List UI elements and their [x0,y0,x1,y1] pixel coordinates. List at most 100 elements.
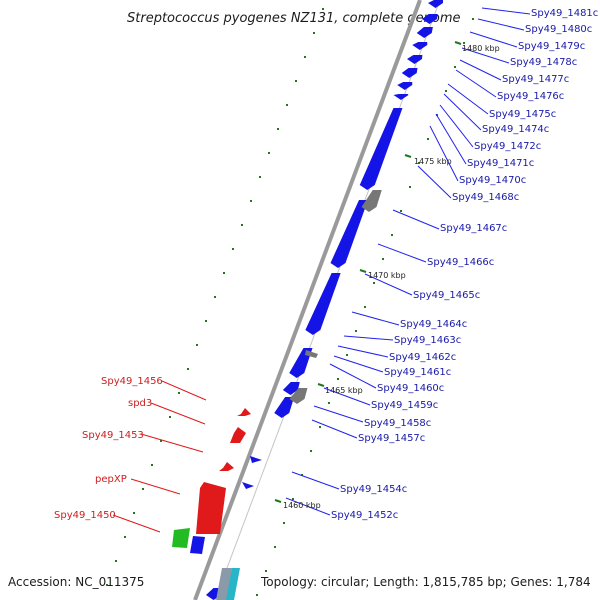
reverse-gene-block [397,82,413,90]
major-tick [359,269,367,273]
tick-dot [400,210,402,212]
tick-dot [328,402,330,404]
forward-gene-block [230,427,246,443]
label-connector [140,433,204,453]
gene-label[interactable]: Spy49_1456 [101,376,163,387]
gene-label[interactable]: Spy49_1477c [502,74,569,85]
reverse-gene-block [412,42,428,50]
major-tick [454,41,462,45]
reverse-gene-block [305,273,341,335]
tick-dot [313,32,315,34]
label-connector [285,497,331,516]
tick-dot [259,176,261,178]
gene-label[interactable]: Spy49_1470c [459,175,526,186]
left-gene-labels: Spy49_1456 spd3 Spy49_1453 pepXP Spy49_1… [54,376,163,521]
label-connector [481,7,531,15]
scale-tick-label: 1465 kbp [325,386,363,395]
gene-label[interactable]: Spy49_1479c [518,41,585,52]
label-connector [323,387,371,406]
label-connector [161,380,207,401]
gene-label[interactable]: Spy49_1461c [384,367,451,378]
tick-dot [382,258,384,260]
reverse-gene-block [330,200,368,268]
gene-label[interactable]: Spy49_1462c [389,352,456,363]
reverse-gene-block [428,0,443,8]
reverse-gene-block [407,55,423,64]
tick-dot [196,344,198,346]
gene-label[interactable]: Spy49_1464c [400,319,467,330]
label-connector [461,47,510,64]
reverse-gene-block [393,94,409,100]
tick-dot [373,282,375,284]
gene-label[interactable]: Spy49_1458c [364,418,431,429]
scale-tick-label: 1480 kbp [462,44,500,53]
gene-label[interactable]: Spy49_1450 [54,510,116,521]
gene-label[interactable]: pepXP [95,474,127,485]
major-tick [274,499,282,503]
gene-label[interactable]: Spy49_1466c [427,257,494,268]
pseudogene-block [361,190,382,212]
label-connector [112,514,161,533]
tick-dot [178,392,180,394]
gene-label[interactable]: Spy49_1471c [467,158,534,169]
gene-label[interactable]: Spy49_1472c [474,141,541,152]
tick-dot [310,450,312,452]
reverse-gene-block [190,536,205,554]
right-gene-labels: Spy49_1481c Spy49_1480c Spy49_1479c Spy4… [331,8,598,521]
pseudogene-block [289,388,308,404]
tick-dot [106,584,108,586]
label-connector [343,335,394,341]
label-connector [455,69,497,98]
label-connector [291,471,340,490]
gene-label[interactable]: Spy49_1452c [331,510,398,521]
reverse-gene-block [422,14,438,24]
label-connector [459,59,502,81]
gene-label[interactable]: spd3 [128,398,152,409]
tick-dot [409,186,411,188]
label-connector [417,165,452,199]
label-connector [150,402,206,425]
gene-label[interactable]: Spy49_1468c [452,192,519,203]
tick-dot [355,330,357,332]
gene-label[interactable]: Spy49_1453 [82,430,144,441]
gene-label[interactable]: Spy49_1476c [497,91,564,102]
label-connector [337,345,389,358]
tick-dot [205,320,207,322]
scale-tick-label: 1475 kbp [414,157,452,166]
label-connector [447,83,489,115]
genome-summary-text: Topology: circular; Length: 1,815,785 bp… [260,575,591,589]
label-connector [364,273,413,296]
label-connector [351,311,400,326]
gene-label[interactable]: Spy49_1465c [413,290,480,301]
pseudogene-block [305,350,318,358]
reverse-gene-block [359,108,403,190]
gene-features [172,0,443,600]
small-gene-arrow [250,456,262,463]
tick-dot [151,464,153,466]
label-connector [439,104,474,148]
label-connector [469,31,518,48]
gene-label[interactable]: Spy49_1480c [525,24,592,35]
tick-dot [169,416,171,418]
tick-dot [232,248,234,250]
gene-label[interactable]: Spy49_1463c [394,335,461,346]
label-connector [429,125,459,182]
tick-dot [187,368,189,370]
gene-label[interactable]: Spy49_1475c [489,109,556,120]
gene-label[interactable]: Spy49_1459c [371,400,438,411]
reverse-gene-block [416,27,433,38]
gene-label[interactable]: Spy49_1460c [377,383,444,394]
tick-dot [391,234,393,236]
tick-dot [427,138,429,140]
label-connector [333,355,384,373]
gene-label[interactable]: Spy49_1467c [440,223,507,234]
major-tick [404,154,412,158]
label-connector [311,419,358,439]
gene-label[interactable]: Spy49_1474c [482,124,549,135]
gene-label[interactable]: Spy49_1457c [358,433,425,444]
gene-label[interactable]: Spy49_1478c [510,57,577,68]
gene-label[interactable]: Spy49_1481c [531,8,598,19]
gene-label[interactable]: Spy49_1454c [340,484,407,495]
label-connector [329,363,377,389]
